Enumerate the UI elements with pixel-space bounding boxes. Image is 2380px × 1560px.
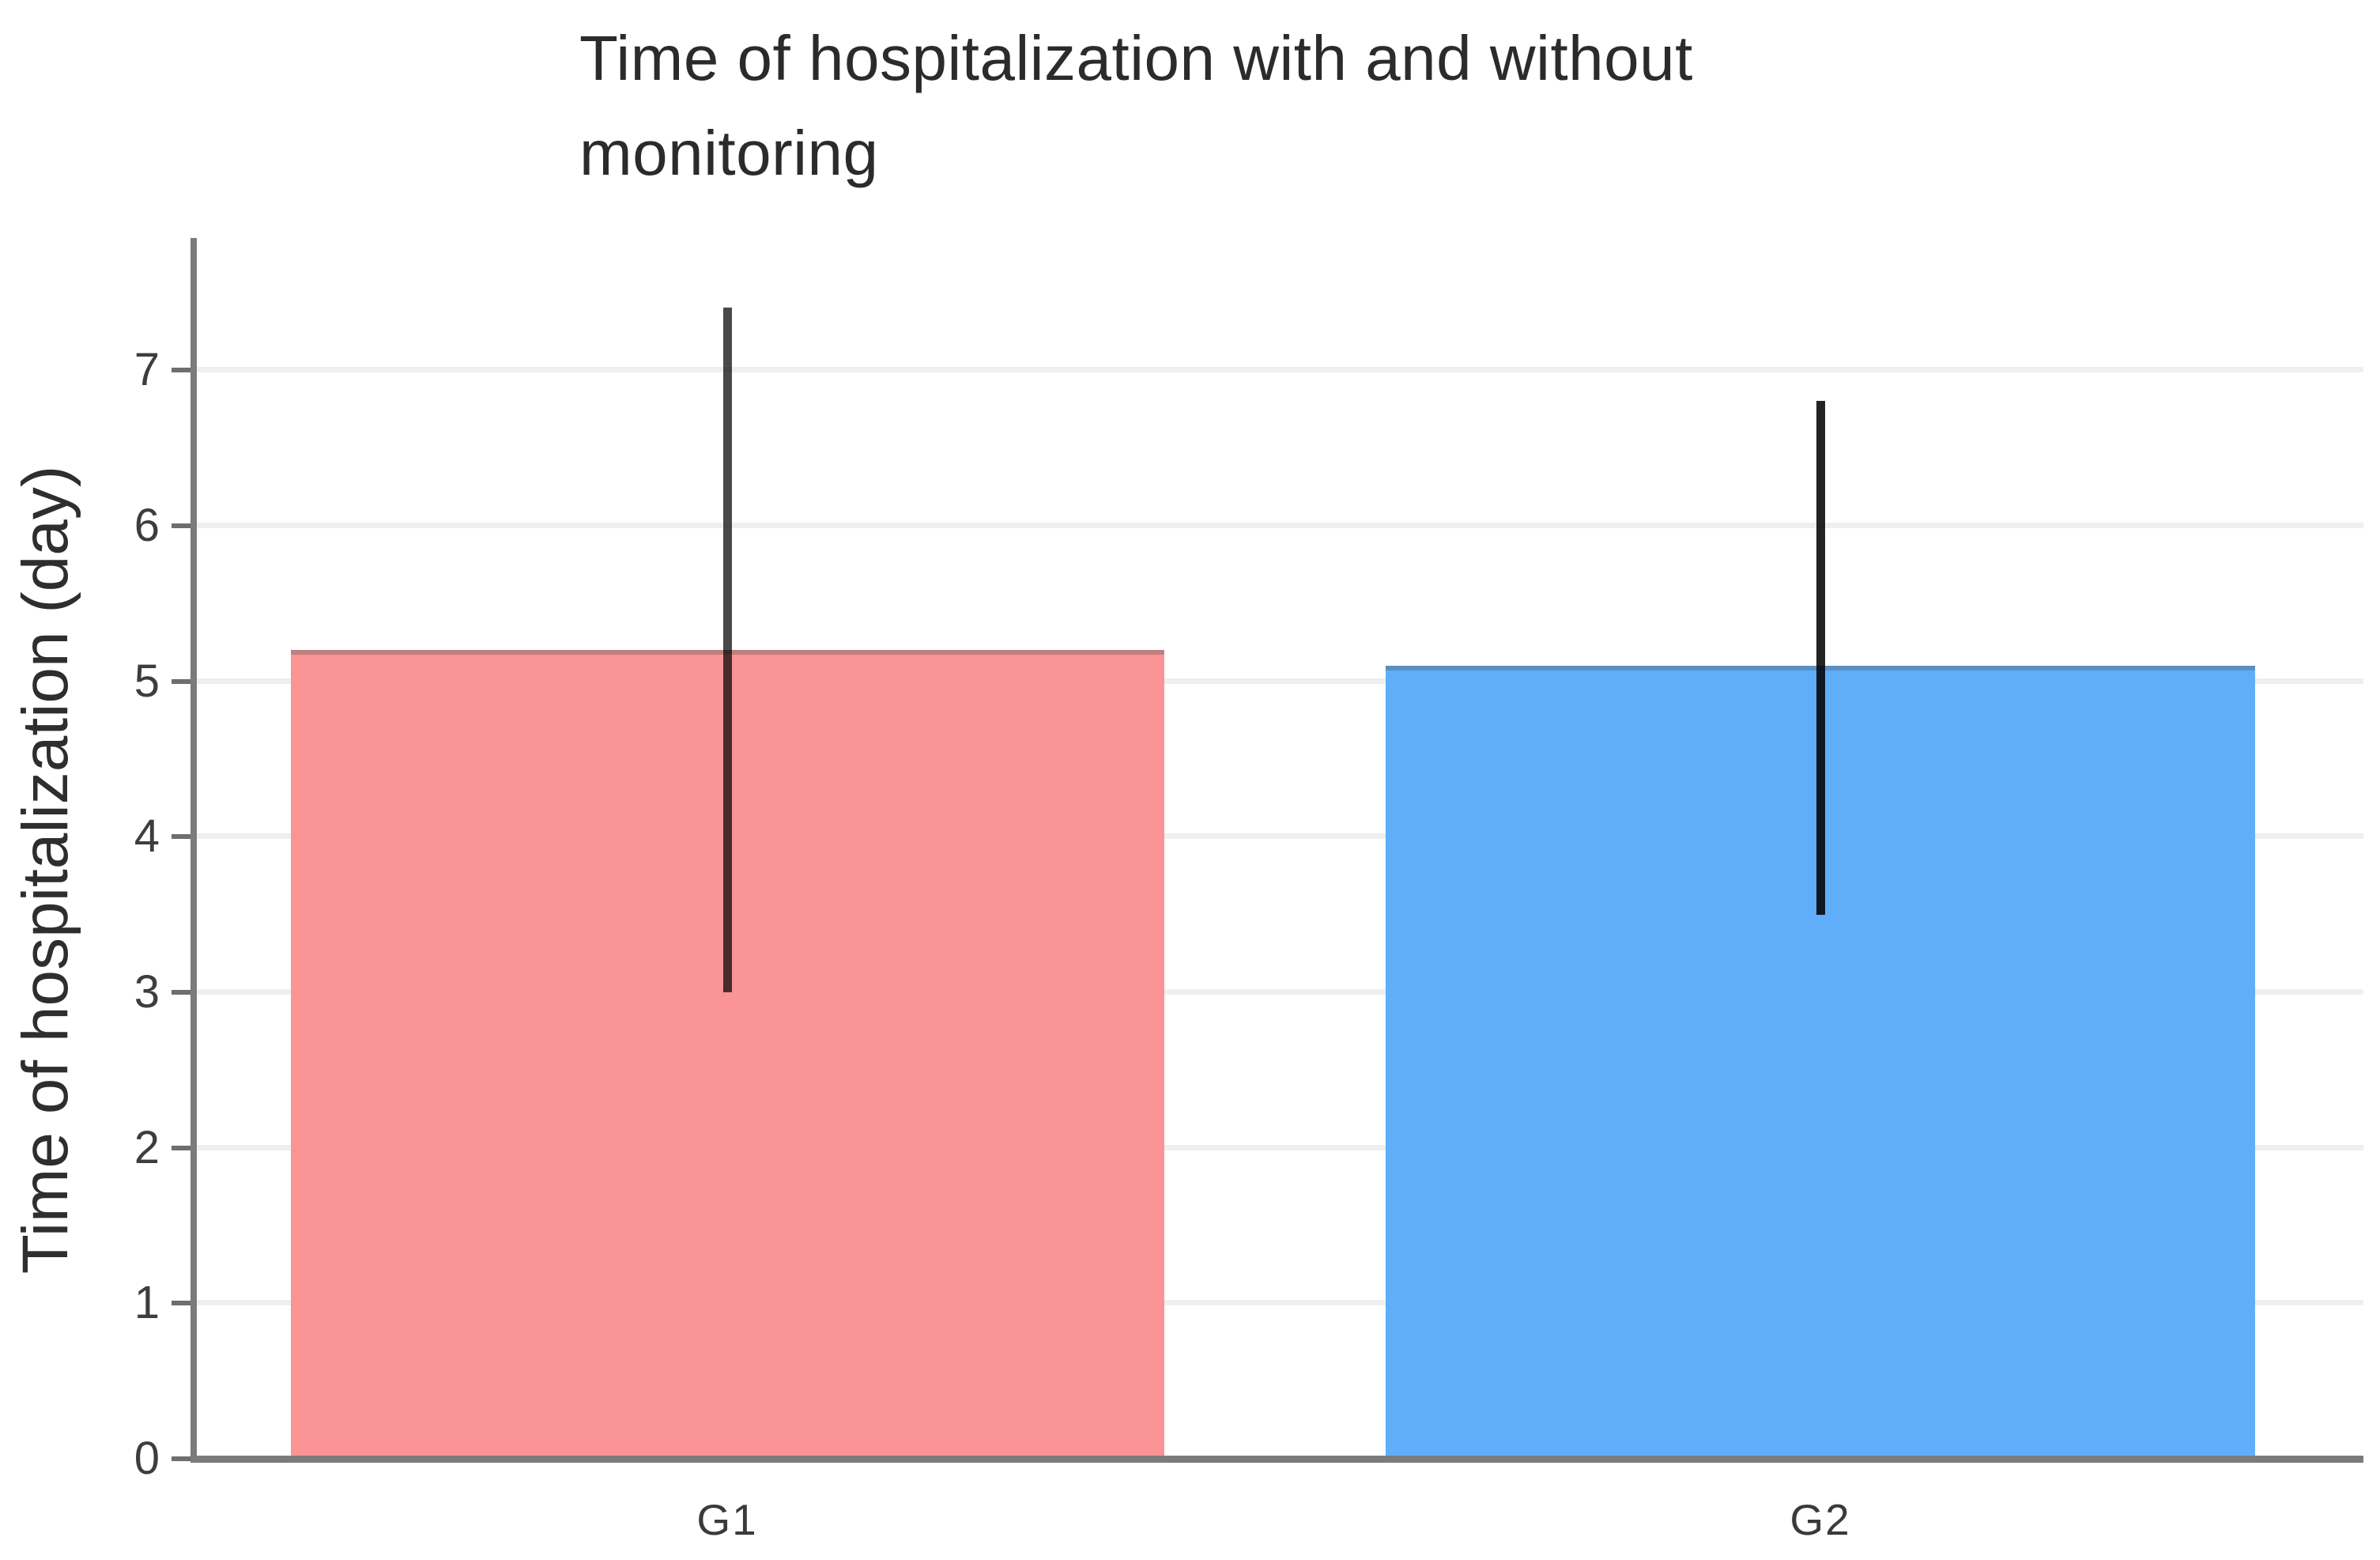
y-gridline	[194, 367, 2363, 373]
y-tick-label: 5	[134, 655, 160, 707]
y-tick	[172, 1456, 190, 1461]
y-axis-line	[190, 238, 197, 1462]
y-gridline	[194, 1300, 2363, 1306]
y-gridline	[194, 522, 2363, 528]
y-tick-label: 2	[134, 1121, 160, 1173]
chart-title: Time of hospitalization with and without…	[579, 23, 1693, 188]
y-tick	[172, 678, 190, 684]
y-tick-label: 6	[134, 499, 160, 551]
y-tick	[172, 834, 190, 840]
y-tick	[172, 368, 190, 373]
x-axis-line	[190, 1456, 2363, 1463]
y-tick	[172, 989, 190, 995]
y-tick	[172, 523, 190, 528]
y-tick-label: 3	[134, 965, 160, 1018]
x-tick-label-g2: G2	[1790, 1495, 1851, 1544]
y-tick-label: 4	[134, 810, 160, 863]
y-tick-label: 7	[134, 344, 160, 396]
y-gridline	[194, 678, 2363, 684]
y-tick	[172, 1145, 190, 1150]
y-gridline	[194, 988, 2363, 995]
y-tick	[172, 1301, 190, 1306]
y-gridline	[194, 1144, 2363, 1150]
error-bar-g1	[722, 308, 732, 992]
x-tick-label-g1: G1	[696, 1495, 758, 1544]
y-tick-label: 1	[134, 1277, 160, 1329]
y-tick-label: 0	[134, 1433, 160, 1484]
error-bar-g2	[1816, 401, 1825, 915]
y-gridline	[194, 833, 2363, 840]
